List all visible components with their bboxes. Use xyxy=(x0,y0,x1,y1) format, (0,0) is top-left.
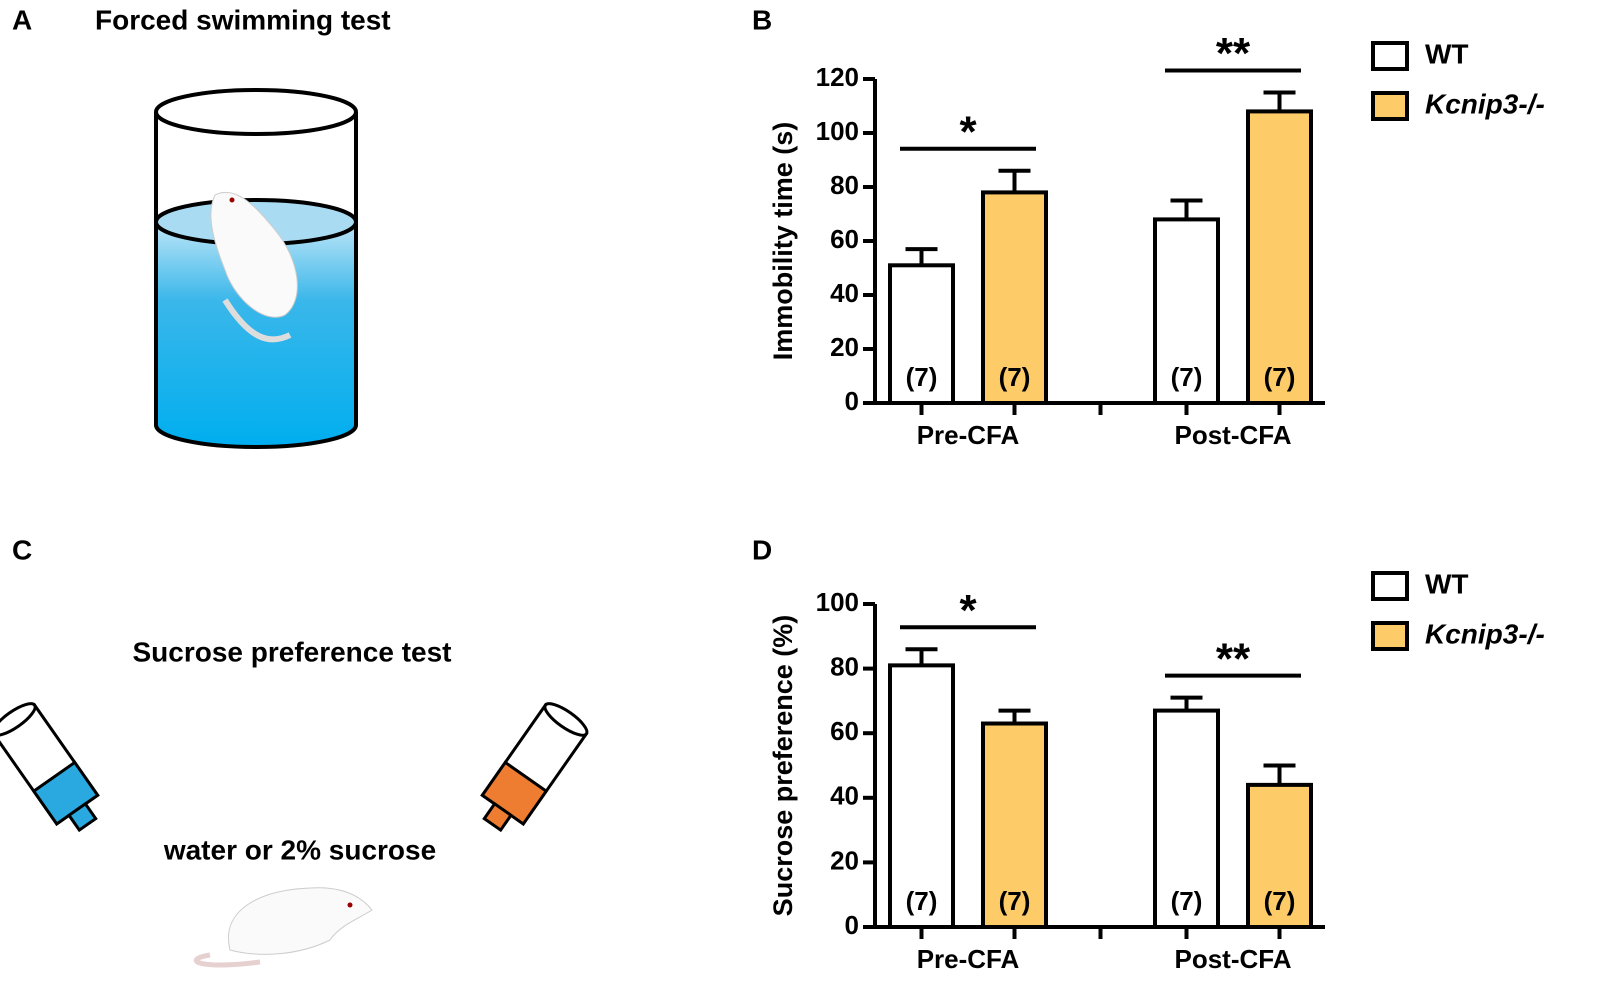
significance: ** xyxy=(1216,29,1251,78)
legend-label: Kcnip3-/- xyxy=(1425,618,1545,649)
legend-swatch xyxy=(1371,41,1409,71)
legend-swatch xyxy=(1371,621,1409,651)
panel-title: Sucrose preference test xyxy=(132,636,451,667)
y-axis-label: Sucrose preference (%) xyxy=(768,615,798,917)
panel-title: Forced swimming test xyxy=(95,4,391,35)
legend-label: WT xyxy=(1425,38,1469,69)
significance: * xyxy=(959,586,977,635)
panel-letter: C xyxy=(12,534,32,565)
n-label: (7) xyxy=(999,362,1031,392)
caption: water or 2% sucrose xyxy=(163,834,436,865)
bottle-sucrose xyxy=(480,702,589,833)
y-tick-label: 80 xyxy=(830,651,859,681)
x-tick-label: Post-CFA xyxy=(1175,420,1292,450)
n-label: (7) xyxy=(1171,362,1203,392)
panel-letter: D xyxy=(752,534,772,565)
y-axis-label: Immobility time (s) xyxy=(768,122,798,361)
y-tick-label: 40 xyxy=(830,781,859,811)
legend-swatch xyxy=(1371,571,1409,601)
y-tick-label: 0 xyxy=(845,910,859,940)
y-tick-label: 20 xyxy=(830,332,859,362)
bar xyxy=(1153,217,1220,405)
y-tick-label: 0 xyxy=(845,386,859,416)
rat xyxy=(193,887,373,968)
y-tick-label: 20 xyxy=(830,845,859,875)
significance: ** xyxy=(1216,634,1251,683)
n-label: (7) xyxy=(906,362,938,392)
y-tick-label: 80 xyxy=(830,170,859,200)
x-tick-label: Pre-CFA xyxy=(917,944,1020,974)
bar xyxy=(888,663,955,929)
y-tick-label: 120 xyxy=(816,62,859,92)
bar xyxy=(888,263,955,405)
n-label: (7) xyxy=(1264,886,1296,916)
y-tick-label: 60 xyxy=(830,224,859,254)
x-tick-label: Pre-CFA xyxy=(917,420,1020,450)
significance: * xyxy=(959,107,977,156)
bar xyxy=(981,190,1048,405)
bar xyxy=(1246,109,1313,406)
legend-label: WT xyxy=(1425,568,1469,599)
x-tick-label: Post-CFA xyxy=(1175,944,1292,974)
panel-letter: A xyxy=(12,4,32,35)
y-tick-label: 40 xyxy=(830,278,859,308)
legend-label: Kcnip3-/- xyxy=(1425,88,1545,119)
panel-letter: B xyxy=(752,4,772,35)
bar xyxy=(981,721,1048,930)
n-label: (7) xyxy=(999,886,1031,916)
n-label: (7) xyxy=(1264,362,1296,392)
bar xyxy=(1246,782,1313,929)
y-tick-label: 100 xyxy=(816,587,859,617)
y-tick-label: 100 xyxy=(816,116,859,146)
legend-swatch xyxy=(1371,91,1409,121)
n-label: (7) xyxy=(1171,886,1203,916)
y-tick-label: 60 xyxy=(830,716,859,746)
beaker xyxy=(154,88,358,449)
bar xyxy=(1153,708,1220,930)
bottle-water xyxy=(0,702,100,833)
n-label: (7) xyxy=(906,886,938,916)
